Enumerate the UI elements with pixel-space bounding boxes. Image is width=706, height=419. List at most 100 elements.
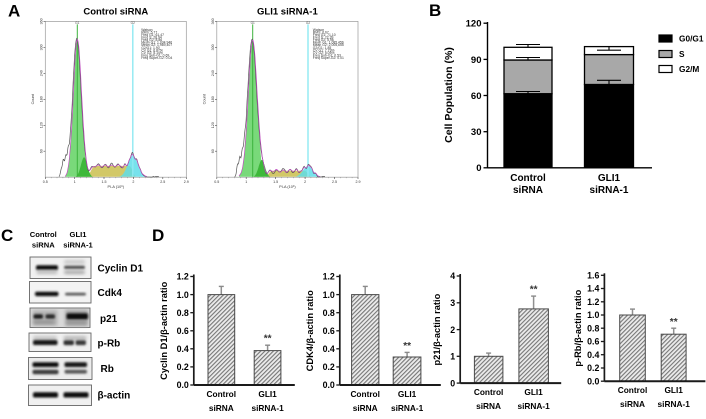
- svg-text:siRNA: siRNA: [513, 185, 543, 196]
- svg-text:2: 2: [450, 325, 455, 335]
- svg-text:180: 180: [211, 96, 215, 102]
- svg-text:G2: G2: [131, 21, 135, 25]
- svg-text:Control: Control: [474, 387, 504, 397]
- svg-text:Rb: Rb: [101, 364, 114, 375]
- svg-text:siRNA-1: siRNA-1: [63, 241, 93, 250]
- svg-text:3: 3: [450, 298, 455, 308]
- svg-text:0.0: 0.0: [323, 380, 335, 390]
- svg-text:Cyclin D1: Cyclin D1: [98, 264, 144, 275]
- svg-text:4: 4: [450, 271, 455, 281]
- svg-text:Cell Population (%): Cell Population (%): [443, 47, 455, 143]
- svg-text:Control: Control: [618, 385, 648, 395]
- svg-text:Control: Control: [510, 173, 546, 184]
- svg-text:**: **: [403, 341, 411, 352]
- svg-text:G2: G2: [306, 21, 310, 25]
- svg-text:0.6: 0.6: [177, 326, 189, 336]
- svg-text:siRNA-1: siRNA-1: [517, 401, 550, 411]
- svg-text:GLI1: GLI1: [524, 387, 543, 397]
- svg-text:D: D: [152, 226, 164, 245]
- svg-text:60: 60: [471, 91, 482, 102]
- svg-text:p-Rb: p-Rb: [98, 339, 121, 350]
- svg-text:siRNA-1: siRNA-1: [590, 185, 629, 196]
- svg-text:180: 180: [39, 96, 43, 102]
- svg-text:120: 120: [39, 122, 43, 128]
- svg-text:1.2: 1.2: [587, 297, 599, 307]
- svg-text:siRNA: siRNA: [620, 399, 645, 409]
- svg-text:siRNA-1: siRNA-1: [251, 403, 284, 413]
- svg-text:0: 0: [450, 378, 455, 388]
- svg-text:siRNA-1: siRNA-1: [391, 403, 424, 413]
- svg-text:G1: G1: [75, 21, 79, 25]
- svg-text:G1: G1: [251, 21, 255, 25]
- svg-text:0.2: 0.2: [323, 362, 335, 372]
- svg-text:**: **: [530, 285, 538, 296]
- svg-text:Cyclin D1/β-actin ratio: Cyclin D1/β-actin ratio: [159, 281, 169, 379]
- svg-text:0.6: 0.6: [587, 337, 599, 347]
- svg-text:1: 1: [450, 352, 455, 362]
- svg-text:60: 60: [211, 149, 215, 153]
- svg-text:1.0: 1.0: [323, 290, 335, 300]
- svg-text:90: 90: [471, 55, 482, 66]
- svg-text:0.4: 0.4: [323, 344, 335, 354]
- svg-text:1.0: 1.0: [587, 310, 599, 320]
- svg-text:siRNA: siRNA: [32, 241, 55, 250]
- svg-text:2.5: 2.5: [332, 180, 337, 184]
- svg-text:0: 0: [476, 163, 481, 174]
- svg-text:CDK4/β-actin ratio: CDK4/β-actin ratio: [305, 290, 315, 371]
- svg-text:p-Rb/β-actin ratio: p-Rb/β-actin ratio: [573, 289, 583, 366]
- svg-text:PI-A (10⁶): PI-A (10⁶): [108, 185, 125, 189]
- svg-text:**: **: [264, 334, 272, 345]
- svg-text:C: C: [1, 226, 13, 245]
- svg-text:G0/G1: G0/G1: [679, 33, 704, 43]
- svg-text:Control siRNA: Control siRNA: [83, 7, 148, 18]
- svg-text:1.2: 1.2: [177, 272, 189, 282]
- svg-text:60: 60: [39, 149, 43, 153]
- svg-text:0.0: 0.0: [587, 376, 599, 386]
- svg-text:Cdk4: Cdk4: [98, 288, 123, 299]
- svg-text:S: S: [679, 49, 685, 59]
- svg-text:2.5: 2.5: [160, 180, 165, 184]
- svg-text:1: 1: [74, 180, 76, 184]
- svg-text:Control: Control: [350, 389, 380, 399]
- svg-text:2.9: 2.9: [356, 180, 361, 184]
- svg-text:1.5: 1.5: [273, 180, 278, 184]
- svg-text:0.4: 0.4: [177, 344, 189, 354]
- svg-text:1.6: 1.6: [587, 271, 599, 281]
- svg-text:PI-A (10⁶): PI-A (10⁶): [279, 185, 296, 189]
- svg-text:0.4: 0.4: [587, 350, 599, 360]
- svg-text:B: B: [429, 1, 441, 20]
- svg-text:0.0: 0.0: [177, 380, 189, 390]
- svg-text:2: 2: [132, 180, 134, 184]
- svg-text:GLI1: GLI1: [70, 230, 88, 239]
- svg-text:GLI1: GLI1: [598, 173, 621, 184]
- svg-text:1.5: 1.5: [102, 180, 107, 184]
- svg-text:siRNA: siRNA: [353, 403, 378, 413]
- svg-text:360: 360: [39, 18, 43, 24]
- svg-text:**: **: [670, 317, 678, 328]
- svg-text:1.0: 1.0: [177, 290, 189, 300]
- svg-text:1.4: 1.4: [587, 284, 599, 294]
- svg-text:120: 120: [211, 122, 215, 128]
- svg-text:0.5: 0.5: [214, 180, 219, 184]
- svg-text:A: A: [8, 2, 20, 21]
- svg-text:0.8: 0.8: [177, 308, 189, 318]
- svg-text:p21/β-actin ratio: p21/β-actin ratio: [432, 293, 442, 365]
- svg-text:1.2: 1.2: [323, 272, 335, 282]
- svg-text:0.2: 0.2: [177, 362, 189, 372]
- svg-text:1: 1: [245, 180, 247, 184]
- svg-text:Control: Control: [30, 230, 57, 239]
- svg-text:2: 2: [304, 180, 306, 184]
- svg-text:Count: Count: [202, 93, 206, 104]
- svg-text:120: 120: [466, 19, 482, 30]
- svg-text:GLI1: GLI1: [664, 385, 683, 395]
- svg-text:0.8: 0.8: [587, 323, 599, 333]
- svg-text:p21: p21: [100, 314, 118, 325]
- svg-text:siRNA: siRNA: [209, 403, 234, 413]
- svg-text:360: 360: [211, 18, 215, 24]
- svg-text:GLI1: GLI1: [398, 389, 417, 399]
- svg-text:0.2: 0.2: [587, 363, 599, 373]
- svg-text:300: 300: [211, 44, 215, 50]
- svg-text:Control: Control: [207, 389, 237, 399]
